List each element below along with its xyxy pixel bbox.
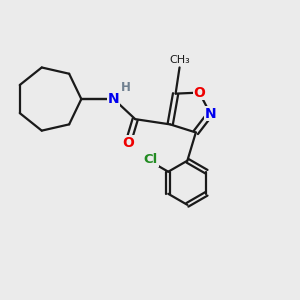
Text: N: N xyxy=(205,106,216,121)
Text: H: H xyxy=(121,81,131,94)
Text: CH₃: CH₃ xyxy=(169,55,190,65)
Text: O: O xyxy=(122,136,134,150)
Text: O: O xyxy=(194,85,205,100)
Text: N: N xyxy=(108,92,119,106)
Text: Cl: Cl xyxy=(144,153,158,167)
